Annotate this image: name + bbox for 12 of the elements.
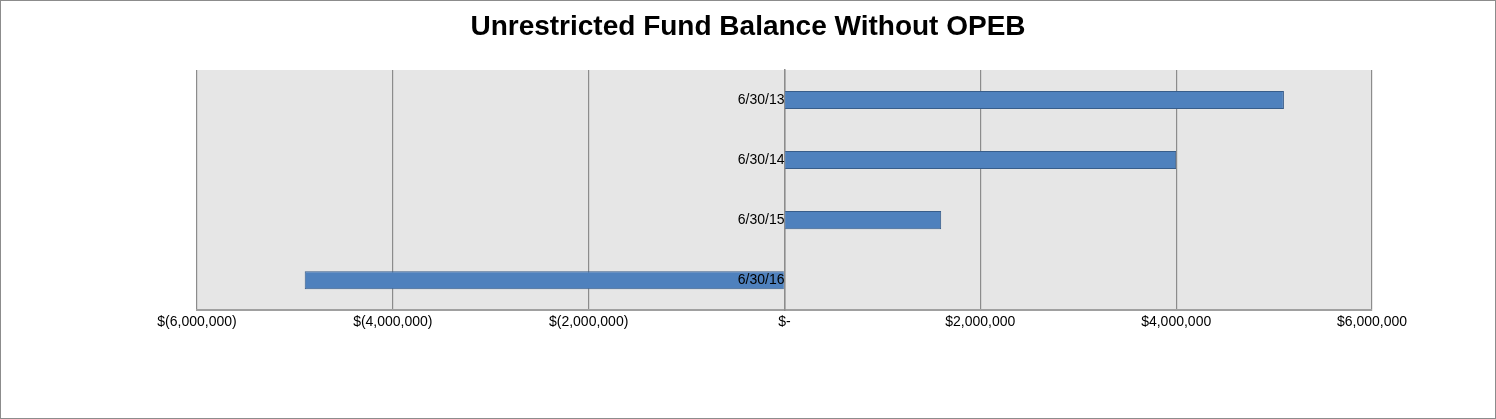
x-tick-label: $(4,000,000) [353,313,433,330]
x-tick-label: $(6,000,000) [157,313,237,330]
x-tick-label: $4,000,000 [1141,313,1212,330]
x-tick-label: $6,000,000 [1336,313,1408,330]
x-tick-label: $- [778,313,792,330]
y-tick-label: 6/30/15 [737,210,785,227]
y-tick-label: 6/30/16 [737,271,785,288]
x-tick-label: $2,000,000 [945,313,1016,330]
chart-title: Unrestricted Fund Balance Without OPEB [469,10,1027,42]
y-tick-label: 6/30/13 [737,90,785,107]
x-tick-label: $(2,000,000) [548,313,629,330]
y-tick-label: 6/30/14 [737,150,785,167]
